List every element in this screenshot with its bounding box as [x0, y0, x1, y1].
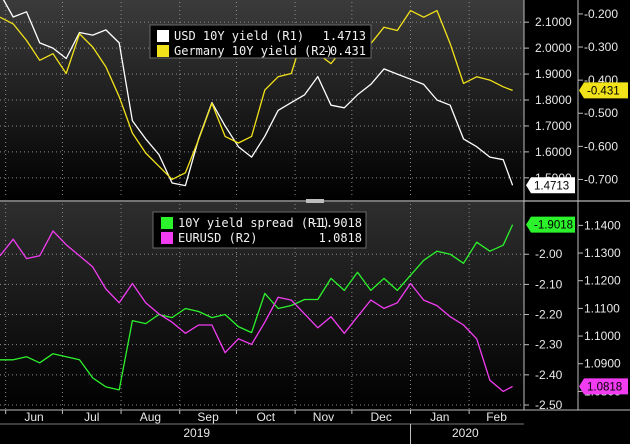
r1-tick-label: -2.20 — [535, 308, 563, 322]
eurusd-legend-value: 1.0818 — [319, 231, 362, 245]
usd-legend-label: USD 10Y yield (R1) — [174, 29, 304, 43]
spread-legend-label: 10Y yield spread (R1) — [178, 216, 330, 230]
r2-tick-label: 1.0900 — [584, 357, 621, 371]
month-label: Dec — [371, 410, 392, 424]
germany-legend-value: -0.431 — [323, 44, 366, 58]
usd-10y-yield-line — [2, 0, 514, 187]
r1-tick-label: -2.30 — [535, 338, 563, 352]
spread-legend-value: -1.9018 — [311, 216, 362, 230]
panel-resize-handle[interactable] — [306, 199, 324, 203]
axis-ticks: 2.10002.00001.90001.80001.70001.60001.50… — [524, 7, 621, 412]
germany-tag-text: -0.431 — [587, 85, 620, 97]
eurusd-legend-label: EURUSD (R2) — [178, 231, 257, 245]
lower-legend: 10Y yield spread (R1) -1.9018 EURUSD (R2… — [152, 211, 367, 249]
r1-tick-label: -2.00 — [535, 247, 563, 261]
r1-tick-label: -2.10 — [535, 277, 563, 291]
month-label: Sep — [197, 410, 219, 424]
yield-spread-line — [0, 224, 514, 391]
eurusd-tag-shape — [579, 378, 628, 395]
r2-tick-label: 1.1100 — [584, 301, 620, 315]
germany-10y-yield-line — [0, 9, 513, 181]
r2-tick-label: 1.1400 — [584, 218, 621, 232]
r2-tick-label: 1.1300 — [584, 246, 621, 260]
month-label: Jul — [84, 410, 99, 424]
month-label: Oct — [256, 410, 275, 424]
r2-tick-label: -0.500 — [584, 106, 618, 120]
month-label: Jan — [430, 410, 449, 424]
r1-tick-label: 1.9000 — [535, 67, 572, 81]
r1-tick-label: -2.40 — [535, 368, 563, 382]
spread-legend-swatch — [161, 217, 173, 229]
r1-tick-label: 2.1000 — [535, 15, 572, 29]
month-label: Nov — [313, 410, 334, 424]
upper-legend-box — [149, 24, 372, 59]
r1-tick-label: -2.50 — [535, 398, 563, 412]
month-label: Aug — [140, 410, 161, 424]
eurusd-legend-swatch — [161, 232, 173, 244]
r1-tick-label: 1.8000 — [535, 93, 572, 107]
germany-legend-swatch — [157, 45, 169, 57]
usd-legend-value: 1.4713 — [323, 29, 366, 43]
r2-tick-label: 1.1000 — [584, 329, 621, 343]
upper-legend: USD 10Y yield (R1) 1.4713 Germany 10Y yi… — [149, 24, 372, 59]
usd-last-value-tag: 1.4713 — [526, 177, 575, 194]
r2-tick-label: -0.600 — [584, 139, 618, 153]
germany-tag-shape — [579, 82, 628, 99]
r2-tick-label: -0.700 — [584, 172, 618, 186]
eurusd-last-value-tag: 1.0818 — [579, 378, 628, 395]
r1-tick-label: 1.7000 — [535, 119, 572, 133]
germany-legend-label: Germany 10Y yield (R2) — [174, 44, 333, 58]
usd-tag-shape — [526, 177, 575, 194]
spread-tag-text: -1.9018 — [534, 220, 573, 232]
r1-tick-label: 2.0000 — [535, 41, 572, 55]
usd-legend-swatch — [157, 30, 169, 42]
month-labels: Jun Jul Aug Sep Oct Nov Dec Jan Feb 2019 2020 — [5, 410, 507, 440]
spread-tag-shape — [526, 216, 575, 233]
year-label: 2019 — [183, 426, 210, 440]
r1-tick-label: 1.6000 — [535, 145, 572, 159]
r2-tick-label: -0.300 — [584, 40, 618, 54]
r2-tick-label: 1.1200 — [584, 274, 621, 288]
series-lines — [0, 0, 514, 393]
r2-tick-label: -0.200 — [584, 7, 618, 21]
lower-legend-box — [152, 211, 367, 249]
eurusd-tag-text: 1.0818 — [587, 381, 622, 393]
usd-tag-text: 1.4713 — [534, 180, 569, 192]
month-label: Feb — [486, 410, 507, 424]
year-label: 2020 — [452, 426, 479, 440]
month-label: Jun — [24, 410, 43, 424]
germany-last-value-tag: -0.431 — [579, 82, 628, 99]
eurusd-line — [0, 230, 513, 393]
spread-last-value-tag: -1.9018 — [526, 216, 575, 233]
